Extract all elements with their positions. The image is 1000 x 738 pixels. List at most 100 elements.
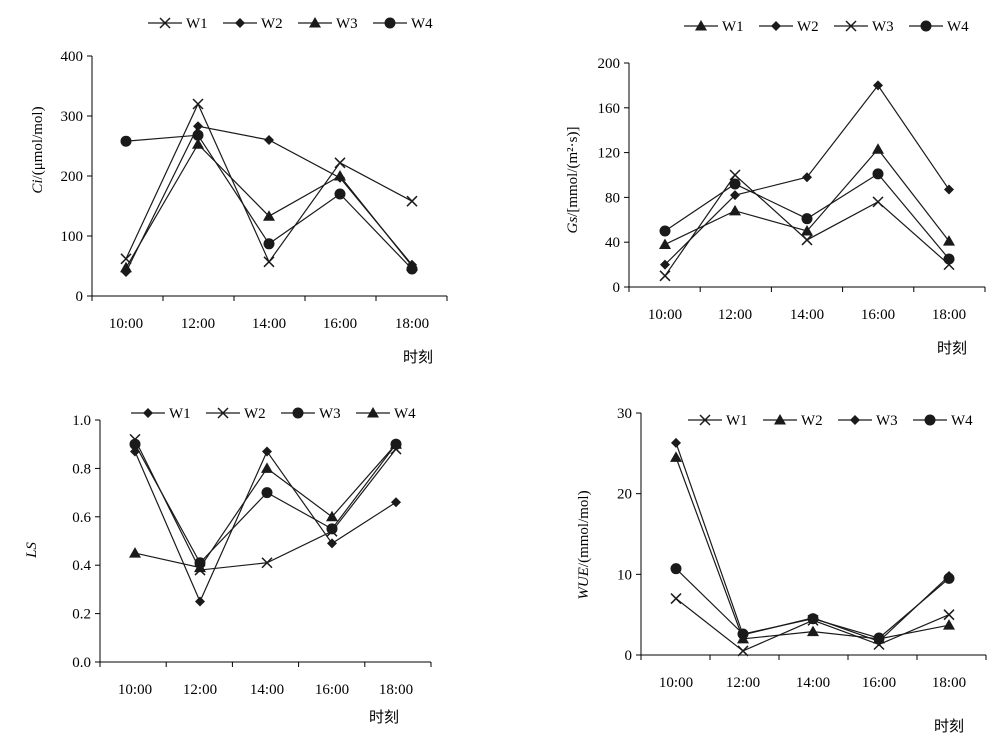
y-tick-label: 0.8 — [72, 461, 91, 477]
x-axis-title: 时刻 — [403, 349, 433, 366]
data-point-W1 — [262, 446, 272, 457]
x-tick-label: 12:00 — [181, 316, 215, 332]
x-tick-label: 16:00 — [315, 682, 349, 698]
y-axis-title-unit: /[mmol/(m²·s)] — [565, 127, 581, 217]
series-W1 — [659, 143, 955, 249]
data-point-W4 — [263, 238, 275, 250]
panel-ls: 0.0 0.2 0.4 0.6 0.8 1.0 10:00 12:00 14:00 16:00 18… — [24, 406, 432, 726]
legend-marker — [845, 20, 857, 32]
data-point-W3 — [263, 210, 275, 221]
legend-item: W1 — [684, 19, 744, 35]
legend-label: W4 — [947, 19, 969, 35]
legend-item: W4 — [913, 413, 973, 429]
data-point-W3-stroke-b — [872, 196, 884, 208]
legend-item: W4 — [373, 16, 433, 32]
panel-gs: 0 40 80 120 160 200 10:00 12:00 14:00 16:00 18:00 时… — [565, 19, 986, 357]
data-point-W4 — [326, 510, 338, 522]
y-tick-label: 300 — [61, 109, 84, 125]
data-point-W3-stroke-b — [659, 270, 671, 282]
data-point-W1 — [195, 596, 205, 607]
y-tick-label: 0 — [613, 280, 621, 296]
data-point-W4 — [943, 572, 955, 584]
series-line-W2 — [134, 439, 397, 571]
legend-item: W1 — [688, 413, 748, 429]
legend-marker — [292, 407, 304, 419]
data-point-W1 — [334, 157, 346, 169]
y-tick-label: 0 — [625, 648, 633, 664]
data-point-W1 — [192, 98, 204, 110]
data-point-W1 — [659, 238, 671, 249]
legend-marker — [771, 21, 781, 31]
legend-marker — [367, 407, 379, 418]
x-tick-label: 18:00 — [932, 675, 966, 691]
legend-item: W4 — [356, 406, 416, 422]
legend-label: W1 — [169, 406, 191, 422]
series-W3 — [129, 438, 402, 569]
data-point-W1-stroke-b — [670, 593, 682, 605]
data-point-W1-stroke-b — [120, 253, 132, 265]
x-tick-label: 16:00 — [862, 675, 896, 691]
y-tick-label: 80 — [605, 190, 620, 206]
series-W3 — [659, 169, 955, 282]
legend-marker — [924, 414, 936, 426]
y-tick-label: 0.6 — [72, 510, 91, 526]
y-tick-label: 40 — [605, 235, 620, 251]
legend-marker — [774, 414, 786, 425]
legend-label: W2 — [801, 413, 823, 429]
y-axis-title: WUE/(mmol/mol) — [576, 490, 592, 599]
data-point-W2 — [802, 172, 812, 183]
legend-marker-stroke-b — [217, 407, 229, 419]
legend-marker-stroke-b — [159, 17, 171, 29]
legend-marker — [850, 415, 860, 425]
series-W3 — [120, 138, 418, 273]
data-point-W4 — [120, 135, 132, 147]
legend-label: W3 — [876, 413, 898, 429]
legend-label: W1 — [722, 19, 744, 35]
y-axis-title-variable: Gs — [565, 217, 581, 234]
series-line-W3 — [675, 442, 950, 642]
y-tick-label: 20 — [617, 487, 632, 503]
data-point-W4 — [737, 628, 749, 640]
legend-marker — [384, 17, 396, 29]
data-point-W1-stroke-b — [943, 609, 955, 621]
y-tick-label: 30 — [617, 406, 632, 422]
legend-marker — [159, 17, 171, 29]
series-line-W2 — [675, 457, 950, 640]
data-point-W3 — [192, 138, 204, 149]
y-tick-label: 160 — [598, 101, 621, 117]
x-tick-label: 14:00 — [790, 307, 824, 323]
y-tick-label: 0 — [76, 289, 84, 305]
data-point-W2 — [670, 451, 682, 462]
series-line-W3 — [134, 443, 397, 564]
x-tick-label: 12:00 — [183, 682, 217, 698]
data-point-W4 — [943, 253, 955, 265]
data-point-W3 — [671, 437, 681, 448]
panel-wue: 0 10 20 30 10:00 12:00 14:00 16:00 18:00 时刻 WUE/(m… — [576, 406, 987, 735]
legend-item: W4 — [909, 19, 969, 35]
data-point-W2 — [944, 184, 954, 195]
legend-item: W1 — [148, 16, 208, 32]
y-axis-title-unit: /(μmol/mol) — [30, 106, 46, 179]
y-tick-label: 100 — [61, 229, 84, 245]
data-point-W3 — [326, 523, 338, 535]
x-tick-label: 14:00 — [796, 675, 830, 691]
y-axis-title-variable: WUE — [576, 567, 592, 600]
legend-marker — [920, 20, 932, 32]
data-point-W1 — [670, 593, 682, 605]
data-point-W4 — [261, 462, 273, 473]
legend-item: W2 — [206, 406, 266, 422]
data-point-W1 — [391, 497, 401, 508]
x-tick-label: 12:00 — [718, 307, 752, 323]
data-point-W2 — [873, 80, 883, 91]
legend-label: W4 — [394, 406, 416, 422]
series-W4 — [120, 129, 418, 275]
legend-label: W1 — [726, 413, 748, 429]
y-axis-title: Gs/[mmol/(m²·s)] — [565, 127, 581, 234]
legend-item: W2 — [759, 19, 819, 35]
data-point-W4 — [194, 561, 206, 573]
series-line-W2 — [125, 125, 413, 273]
data-point-W3 — [129, 438, 141, 450]
data-point-W1 — [406, 195, 418, 207]
y-axis-title: LS — [24, 542, 40, 559]
legend-label: W4 — [951, 413, 973, 429]
